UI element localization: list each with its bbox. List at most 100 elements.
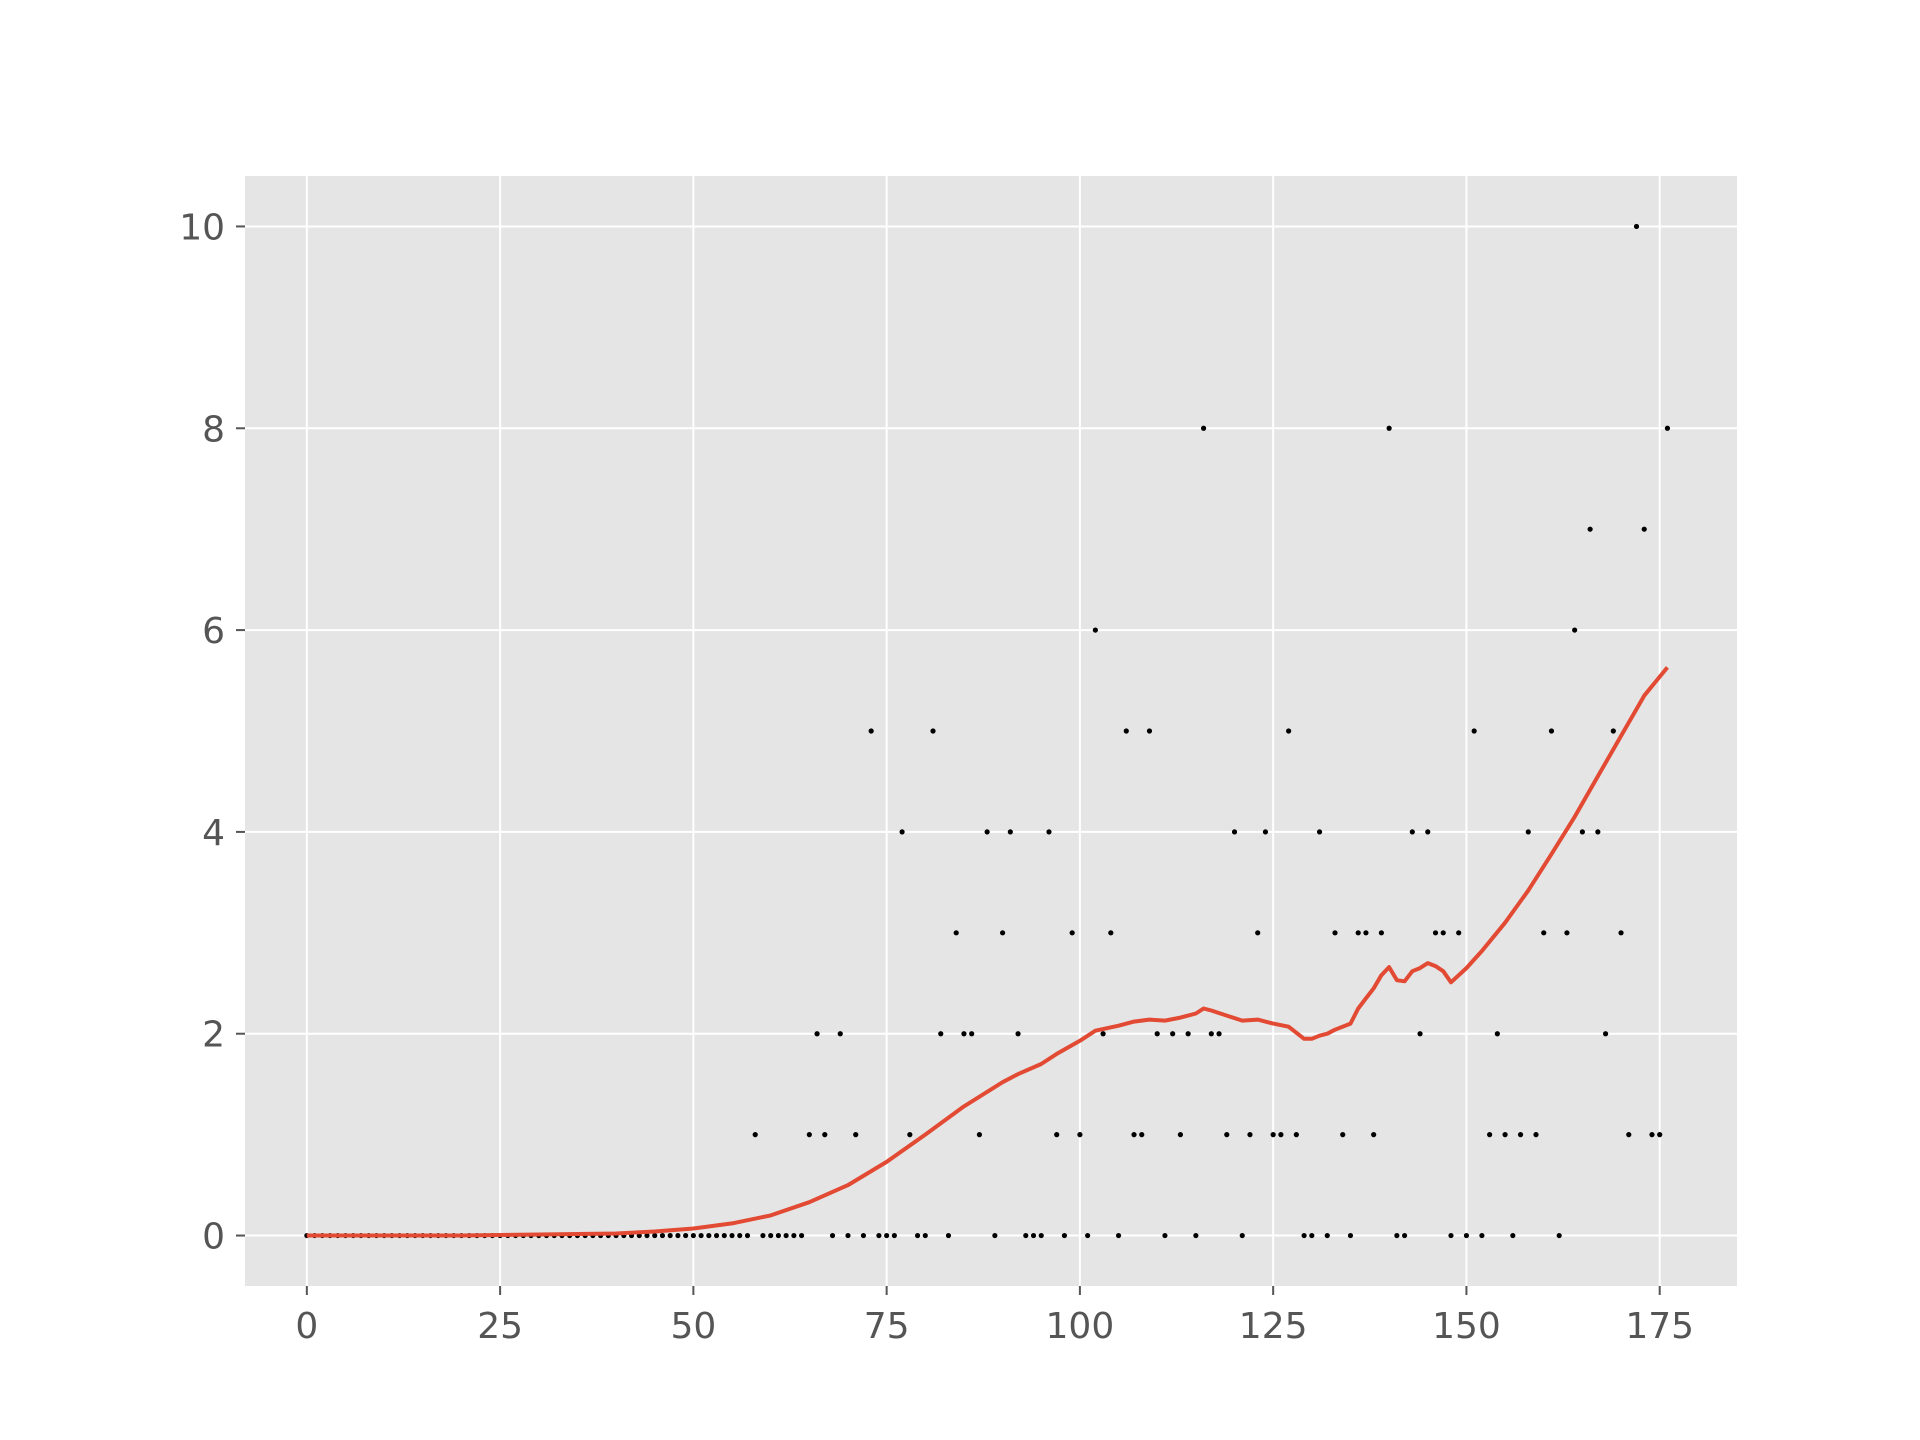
- data-point: [1533, 1132, 1539, 1138]
- data-point: [1541, 930, 1547, 936]
- data-point: [1046, 829, 1052, 835]
- data-point: [1456, 930, 1462, 936]
- x-tick-label: 175: [1625, 1306, 1694, 1347]
- data-point: [1030, 1232, 1037, 1239]
- data-point: [1015, 1031, 1021, 1037]
- data-point: [1023, 1232, 1029, 1239]
- data-point: [891, 1232, 897, 1239]
- data-point: [1347, 1232, 1354, 1239]
- data-point: [1579, 829, 1585, 835]
- data-point: [1139, 1132, 1145, 1138]
- data-point: [1309, 1232, 1315, 1239]
- data-point: [1510, 1232, 1516, 1239]
- x-tick-label: 0: [295, 1306, 318, 1347]
- plot-background: [245, 176, 1737, 1286]
- data-point: [1664, 425, 1671, 431]
- data-point: [1185, 1031, 1191, 1037]
- data-point: [868, 728, 874, 734]
- data-point: [683, 1232, 689, 1239]
- data-point: [1463, 1232, 1470, 1239]
- data-point: [1641, 526, 1647, 532]
- data-point: [675, 1232, 681, 1239]
- data-point: [1340, 1132, 1346, 1138]
- data-point: [1324, 1232, 1330, 1239]
- data-point: [945, 1232, 952, 1239]
- data-point: [1146, 728, 1153, 734]
- data-point: [1610, 728, 1616, 734]
- data-point: [752, 1132, 758, 1138]
- x-tick-label: 100: [1046, 1306, 1115, 1347]
- data-point: [644, 1232, 650, 1239]
- data-point: [1301, 1232, 1307, 1239]
- data-point: [884, 1232, 890, 1239]
- data-point: [1200, 425, 1207, 431]
- data-point: [1401, 1232, 1408, 1239]
- data-point: [1092, 627, 1098, 633]
- data-point: [1595, 829, 1601, 835]
- data-point: [1247, 1132, 1253, 1138]
- data-point: [1525, 829, 1531, 835]
- data-point: [1409, 829, 1415, 835]
- data-point: [1417, 1031, 1423, 1037]
- data-point: [1618, 930, 1624, 936]
- data-point: [729, 1232, 735, 1239]
- data-point: [1479, 1232, 1485, 1239]
- data-point: [1061, 1232, 1068, 1239]
- data-point: [853, 1132, 859, 1138]
- data-point: [737, 1232, 743, 1239]
- data-point: [961, 1031, 967, 1037]
- data-point: [1038, 1232, 1044, 1239]
- data-point: [1572, 627, 1578, 633]
- grid-lines: [245, 176, 1737, 1286]
- data-point: [1355, 930, 1361, 936]
- axis-tick-labels: 0 25 50 75 100 125 150 175 0 2 4 6 8 10: [179, 207, 1694, 1347]
- data-point: [1216, 1031, 1222, 1037]
- x-tick-label: 150: [1432, 1306, 1501, 1347]
- data-point: [1077, 1132, 1083, 1138]
- data-point: [1556, 1232, 1562, 1239]
- data-point: [1494, 1031, 1500, 1037]
- data-point: [930, 728, 936, 734]
- data-point: [806, 1132, 812, 1138]
- y-tick-label: 8: [202, 409, 225, 450]
- data-point: [914, 1232, 921, 1239]
- data-point: [1633, 223, 1640, 230]
- data-point: [1626, 1132, 1632, 1138]
- data-point: [1487, 1132, 1493, 1138]
- data-point: [799, 1232, 805, 1239]
- data-point: [969, 1031, 975, 1037]
- fit-line: [306, 666, 1669, 1238]
- data-point: [721, 1232, 727, 1239]
- data-point: [829, 1232, 836, 1239]
- y-tick-label: 4: [202, 813, 225, 854]
- data-point: [1208, 1031, 1214, 1037]
- data-point: [1170, 1031, 1176, 1037]
- data-point: [1193, 1232, 1199, 1239]
- data-point: [791, 1232, 797, 1239]
- data-point: [1177, 1132, 1183, 1138]
- data-point: [1115, 1232, 1122, 1239]
- data-point: [814, 1031, 820, 1037]
- data-point: [1363, 930, 1369, 936]
- data-point: [1440, 930, 1446, 936]
- data-point: [1123, 728, 1129, 734]
- data-point: [1432, 930, 1439, 936]
- data-point: [667, 1232, 673, 1239]
- data-point: [760, 1232, 766, 1239]
- data-point: [907, 1132, 913, 1138]
- data-point: [1332, 930, 1338, 936]
- data-point: [860, 1232, 867, 1239]
- data-point: [1262, 829, 1269, 835]
- x-tick-label: 125: [1239, 1306, 1308, 1347]
- data-point: [1162, 1232, 1168, 1239]
- data-point: [706, 1232, 712, 1239]
- data-point: [1425, 829, 1431, 835]
- data-point: [1255, 930, 1261, 936]
- data-point: [690, 1232, 696, 1239]
- y-tick-label: 6: [202, 611, 225, 652]
- data-point: [1286, 728, 1292, 734]
- data-point: [922, 1232, 928, 1239]
- x-tick-label: 50: [670, 1306, 716, 1347]
- data-point: [1394, 1232, 1400, 1239]
